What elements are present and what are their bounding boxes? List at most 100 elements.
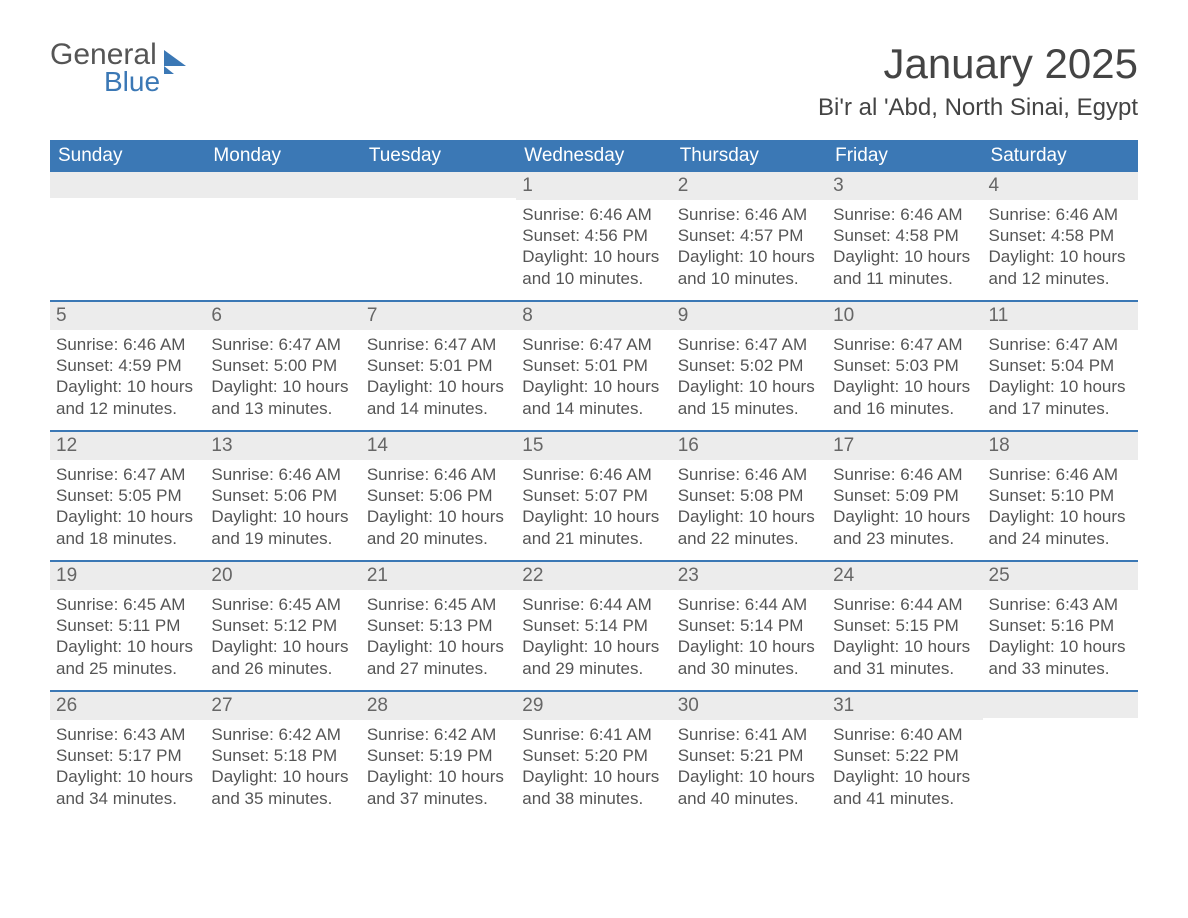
- sunrise-line: Sunrise: 6:41 AM: [678, 724, 821, 745]
- sunrise-line: Sunrise: 6:47 AM: [989, 334, 1132, 355]
- sunset-line: Sunset: 5:06 PM: [367, 485, 510, 506]
- sunset-line: Sunset: 4:58 PM: [989, 225, 1132, 246]
- daylight-line: Daylight: 10 hours and 25 minutes.: [56, 636, 199, 679]
- day-number: 21: [361, 562, 516, 590]
- day-number: 25: [983, 562, 1138, 590]
- calendar-day-empty: [361, 172, 516, 300]
- page-header: General Blue January 2025 Bi'r al 'Abd, …: [50, 40, 1138, 122]
- sunrise-line: Sunrise: 6:46 AM: [833, 464, 976, 485]
- sunset-line: Sunset: 5:13 PM: [367, 615, 510, 636]
- sunrise-line: Sunrise: 6:46 AM: [522, 464, 665, 485]
- sunrise-line: Sunrise: 6:41 AM: [522, 724, 665, 745]
- location-subtitle: Bi'r al 'Abd, North Sinai, Egypt: [818, 94, 1138, 122]
- daylight-line: Daylight: 10 hours and 29 minutes.: [522, 636, 665, 679]
- day-number: [983, 692, 1138, 718]
- daylight-line: Daylight: 10 hours and 10 minutes.: [678, 246, 821, 289]
- daylight-line: Daylight: 10 hours and 12 minutes.: [56, 376, 199, 419]
- sunrise-line: Sunrise: 6:47 AM: [522, 334, 665, 355]
- sunrise-line: Sunrise: 6:47 AM: [833, 334, 976, 355]
- day-number: 23: [672, 562, 827, 590]
- calendar-day: 15Sunrise: 6:46 AMSunset: 5:07 PMDayligh…: [516, 432, 671, 560]
- calendar-week: 19Sunrise: 6:45 AMSunset: 5:11 PMDayligh…: [50, 560, 1138, 690]
- day-number: 20: [205, 562, 360, 590]
- sunrise-line: Sunrise: 6:43 AM: [56, 724, 199, 745]
- day-number: 8: [516, 302, 671, 330]
- sunrise-line: Sunrise: 6:46 AM: [989, 464, 1132, 485]
- daylight-line: Daylight: 10 hours and 15 minutes.: [678, 376, 821, 419]
- weekday-header: Thursday: [672, 140, 827, 172]
- daylight-line: Daylight: 10 hours and 18 minutes.: [56, 506, 199, 549]
- sunset-line: Sunset: 5:00 PM: [211, 355, 354, 376]
- sunrise-line: Sunrise: 6:42 AM: [211, 724, 354, 745]
- daylight-line: Daylight: 10 hours and 21 minutes.: [522, 506, 665, 549]
- daylight-line: Daylight: 10 hours and 38 minutes.: [522, 766, 665, 809]
- weekday-header: Tuesday: [361, 140, 516, 172]
- sunset-line: Sunset: 4:58 PM: [833, 225, 976, 246]
- sunrise-line: Sunrise: 6:44 AM: [522, 594, 665, 615]
- day-number: 11: [983, 302, 1138, 330]
- day-number: 24: [827, 562, 982, 590]
- day-number: 22: [516, 562, 671, 590]
- calendar-day: 17Sunrise: 6:46 AMSunset: 5:09 PMDayligh…: [827, 432, 982, 560]
- calendar-day-empty: [983, 692, 1138, 820]
- daylight-line: Daylight: 10 hours and 40 minutes.: [678, 766, 821, 809]
- sunset-line: Sunset: 5:03 PM: [833, 355, 976, 376]
- logo-triangle-icon: [164, 50, 186, 66]
- day-number: 16: [672, 432, 827, 460]
- calendar-day: 11Sunrise: 6:47 AMSunset: 5:04 PMDayligh…: [983, 302, 1138, 430]
- day-number: 17: [827, 432, 982, 460]
- calendar-week: 12Sunrise: 6:47 AMSunset: 5:05 PMDayligh…: [50, 430, 1138, 560]
- day-number: 1: [516, 172, 671, 200]
- sunrise-line: Sunrise: 6:45 AM: [56, 594, 199, 615]
- sunrise-line: Sunrise: 6:45 AM: [367, 594, 510, 615]
- calendar-week: 26Sunrise: 6:43 AMSunset: 5:17 PMDayligh…: [50, 690, 1138, 820]
- sunrise-line: Sunrise: 6:46 AM: [522, 204, 665, 225]
- sunset-line: Sunset: 5:08 PM: [678, 485, 821, 506]
- day-number: [50, 172, 205, 198]
- sunset-line: Sunset: 5:01 PM: [522, 355, 665, 376]
- day-number: 10: [827, 302, 982, 330]
- sunset-line: Sunset: 5:21 PM: [678, 745, 821, 766]
- day-number: 7: [361, 302, 516, 330]
- sunrise-line: Sunrise: 6:47 AM: [211, 334, 354, 355]
- logo-text-blue: Blue: [104, 66, 160, 98]
- day-number: 26: [50, 692, 205, 720]
- sunrise-line: Sunrise: 6:47 AM: [678, 334, 821, 355]
- sunrise-line: Sunrise: 6:46 AM: [678, 464, 821, 485]
- calendar-day: 25Sunrise: 6:43 AMSunset: 5:16 PMDayligh…: [983, 562, 1138, 690]
- daylight-line: Daylight: 10 hours and 33 minutes.: [989, 636, 1132, 679]
- calendar-day: 29Sunrise: 6:41 AMSunset: 5:20 PMDayligh…: [516, 692, 671, 820]
- daylight-line: Daylight: 10 hours and 34 minutes.: [56, 766, 199, 809]
- sunset-line: Sunset: 5:15 PM: [833, 615, 976, 636]
- sunset-line: Sunset: 5:09 PM: [833, 485, 976, 506]
- calendar-day: 26Sunrise: 6:43 AMSunset: 5:17 PMDayligh…: [50, 692, 205, 820]
- daylight-line: Daylight: 10 hours and 14 minutes.: [367, 376, 510, 419]
- calendar-day: 14Sunrise: 6:46 AMSunset: 5:06 PMDayligh…: [361, 432, 516, 560]
- calendar-day: 5Sunrise: 6:46 AMSunset: 4:59 PMDaylight…: [50, 302, 205, 430]
- day-number: 27: [205, 692, 360, 720]
- calendar-day: 28Sunrise: 6:42 AMSunset: 5:19 PMDayligh…: [361, 692, 516, 820]
- day-number: 19: [50, 562, 205, 590]
- sunset-line: Sunset: 5:19 PM: [367, 745, 510, 766]
- calendar-day: 10 Sunrise: 6:47 AMSunset: 5:03 PMDayligh…: [827, 302, 982, 430]
- day-number: 30: [672, 692, 827, 720]
- calendar-day: 2Sunrise: 6:46 AMSunset: 4:57 PMDaylight…: [672, 172, 827, 300]
- calendar-day: 3Sunrise: 6:46 AMSunset: 4:58 PMDaylight…: [827, 172, 982, 300]
- logo-text-block: General Blue: [50, 40, 160, 98]
- sunset-line: Sunset: 5:14 PM: [522, 615, 665, 636]
- calendar-week: 5Sunrise: 6:46 AMSunset: 4:59 PMDaylight…: [50, 300, 1138, 430]
- daylight-line: Daylight: 10 hours and 26 minutes.: [211, 636, 354, 679]
- daylight-line: Daylight: 10 hours and 11 minutes.: [833, 246, 976, 289]
- calendar-day: 9Sunrise: 6:47 AMSunset: 5:02 PMDaylight…: [672, 302, 827, 430]
- sunrise-line: Sunrise: 6:46 AM: [367, 464, 510, 485]
- sunrise-line: Sunrise: 6:46 AM: [989, 204, 1132, 225]
- calendar-day: 30 Sunrise: 6:41 AMSunset: 5:21 PMDayligh…: [672, 692, 827, 820]
- daylight-line: Daylight: 10 hours and 22 minutes.: [678, 506, 821, 549]
- daylight-line: Daylight: 10 hours and 16 minutes.: [833, 376, 976, 419]
- sunrise-line: Sunrise: 6:45 AM: [211, 594, 354, 615]
- weekday-header: Sunday: [50, 140, 205, 172]
- day-number: 15: [516, 432, 671, 460]
- day-number: [361, 172, 516, 198]
- day-number: 29: [516, 692, 671, 720]
- weekday-header-row: Sunday Monday Tuesday Wednesday Thursday…: [50, 140, 1138, 172]
